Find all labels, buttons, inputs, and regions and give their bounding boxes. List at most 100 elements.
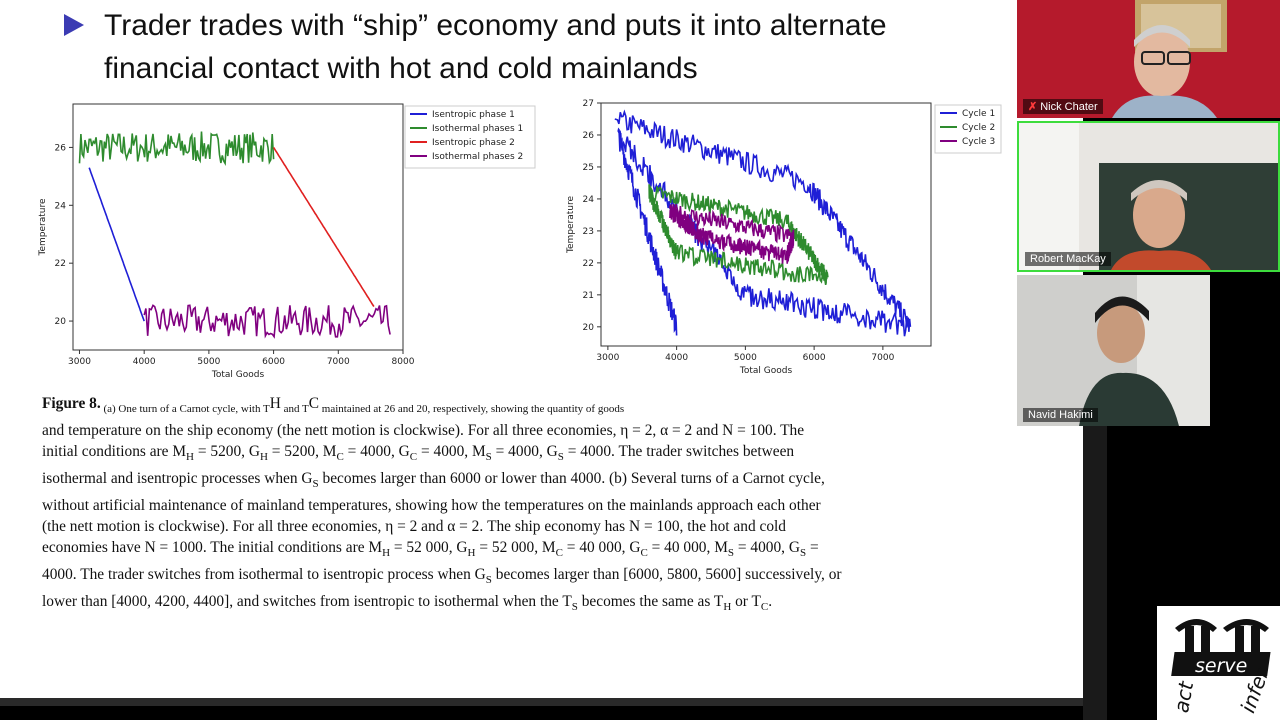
- participant-name: Navid Hakimi: [1028, 409, 1093, 421]
- series-line-2: [78, 131, 275, 166]
- background-strip: [1083, 426, 1107, 720]
- caption-text: H: [269, 395, 281, 412]
- caption-text: C: [308, 395, 320, 412]
- participant-name: Nick Chater: [1040, 101, 1098, 113]
- caption-text: becomes the same as T: [577, 593, 724, 611]
- x-tick-label: 3000: [68, 357, 91, 367]
- x-tick-label: 7000: [871, 353, 894, 363]
- x-tick-label: 7000: [327, 357, 350, 367]
- y-tick-label: 24: [583, 195, 595, 205]
- caption-line: economies have N = 1000. The initial con…: [42, 537, 1042, 564]
- participant-name-label: ✗ Nick Chater: [1023, 99, 1103, 114]
- caption-subscript: S: [557, 451, 564, 464]
- caption-text: = 5200, G: [194, 443, 260, 461]
- caption-subscript: (a) One turn of a Carnot cycle, with T: [100, 403, 270, 416]
- caption-subscript: S: [485, 574, 492, 587]
- caption-text: = 52 000, G: [390, 539, 468, 557]
- x-tick-label: 5000: [197, 357, 220, 367]
- logo-word: serve: [1195, 655, 1247, 677]
- legend-label: Isothermal phases 1: [432, 124, 523, 134]
- slide-title-line: financial contact with hot and cold main…: [104, 52, 698, 85]
- mic-muted-icon: ✗: [1028, 101, 1038, 113]
- caption-text: and temperature on the ship economy (the…: [42, 422, 805, 440]
- caption-text: isothermal and isentropic processes when…: [42, 470, 313, 488]
- caption-text: .: [768, 593, 773, 611]
- series-line-1: [88, 167, 145, 322]
- x-tick-label: 5000: [734, 353, 757, 363]
- x-tick-label: 8000: [392, 357, 415, 367]
- slide-bottom-bar: [0, 698, 1083, 706]
- x-tick-label: 4000: [665, 353, 688, 363]
- legend-label: Isentropic phase 1: [432, 110, 515, 120]
- y-tick-label: 27: [583, 99, 594, 109]
- y-tick-label: 22: [55, 259, 66, 269]
- y-tick-label: 25: [583, 163, 594, 173]
- caption-subscript: S: [727, 547, 735, 560]
- caption-text: becomes larger than 6000 or lower than 4…: [318, 470, 825, 488]
- y-tick-label: 22: [583, 259, 594, 269]
- caption-line: Figure 8. (a) One turn of a Carnot cycle…: [42, 393, 1042, 420]
- participant-name-label: Robert MacKay: [1025, 252, 1111, 266]
- caption-text: = 40 000, G: [562, 539, 641, 557]
- caption-text: without artificial maintenance of mainla…: [42, 497, 821, 515]
- video-tile-robert-mackay[interactable]: Robert MacKay: [1017, 121, 1280, 272]
- x-axis-label: Total Goods: [211, 370, 265, 380]
- legend-box: [404, 105, 536, 169]
- y-tick-label: 21: [583, 291, 594, 301]
- legend-label: Cycle 1: [962, 109, 995, 119]
- series-line-1: [614, 109, 912, 337]
- caption-text: (the nett motion is clockwise). For all …: [42, 518, 786, 536]
- caption-text: = 52 000, M: [475, 539, 556, 557]
- y-axis-label: Temperature: [566, 196, 576, 254]
- series-line-3: [669, 203, 795, 264]
- x-tick-label: 4000: [133, 357, 156, 367]
- chart-a: 3000 4000 5000 6000 7000 8000 20 22 24 26 Total Go…: [38, 103, 536, 380]
- caption-line: without artificial maintenance of mainla…: [42, 495, 1042, 516]
- caption-text: becomes larger than [6000, 5800, 5600] s…: [491, 566, 842, 584]
- chart-b: 3000 4000 5000 6000 7000 20 21 22 23 24 25 26 27 Tota…: [566, 99, 1002, 376]
- y-tick-label: 20: [583, 323, 595, 333]
- caption-subscript: C: [640, 547, 648, 560]
- caption-subscript: C: [409, 451, 418, 464]
- series-line-3: [272, 146, 375, 308]
- video-tile-navid-hakimi[interactable]: Navid Hakimi: [1017, 275, 1210, 426]
- slide-title-line: Trader trades with “ship” economy and pu…: [104, 9, 887, 42]
- caption-subscript: H: [259, 451, 268, 464]
- y-tick-label: 20: [55, 317, 67, 327]
- caption-line: and temperature on the ship economy (the…: [42, 420, 1042, 441]
- caption-line: initial conditions are MH = 5200, GH = 5…: [42, 441, 1042, 468]
- caption-text: = 4000, G: [734, 539, 800, 557]
- y-tick-label: 23: [583, 227, 594, 237]
- participant-name-label: Navid Hakimi: [1023, 408, 1098, 422]
- caption-line: lower than [4000, 4200, 4400], and switc…: [42, 591, 1042, 618]
- caption-subscript: S: [571, 601, 578, 614]
- caption-subscript: and T: [280, 403, 309, 416]
- caption-text: 4000. The trader switches from isotherma…: [42, 566, 486, 584]
- caption-text: or T: [731, 593, 761, 611]
- participant-video: [1019, 123, 1278, 270]
- legend-label: Cycle 3: [962, 137, 995, 147]
- caption-subscript: H: [723, 601, 732, 614]
- caption-text: = 40 000, M: [647, 539, 728, 557]
- caption-subscript: H: [467, 547, 476, 560]
- caption-subscript: S: [799, 547, 807, 560]
- x-axis-label: Total Goods: [739, 366, 793, 376]
- series-line-2: [648, 184, 829, 286]
- caption-line: isothermal and isentropic processes when…: [42, 468, 1042, 495]
- caption-text: economies have N = 1000. The initial con…: [42, 539, 383, 557]
- caption-subscript: C: [336, 451, 344, 464]
- y-axis-label: Temperature: [38, 198, 48, 256]
- legend-label: Isothermal phases 2: [432, 152, 523, 162]
- y-tick-label: 24: [55, 201, 67, 211]
- caption-text: Figure 8.: [42, 395, 101, 412]
- video-tile-nick-chater[interactable]: ✗ Nick Chater: [1017, 0, 1280, 118]
- participant-video: [1017, 0, 1280, 118]
- x-tick-label: 6000: [803, 353, 826, 363]
- presentation-slide: Trader trades with “ship” economy and pu…: [0, 0, 1083, 698]
- caption-text: = 5200, M: [267, 443, 337, 461]
- caption-text: =: [806, 539, 819, 557]
- legend-label: Cycle 2: [962, 123, 995, 133]
- participant-name: Robert MacKay: [1030, 253, 1106, 265]
- caption-text: initial conditions are M: [42, 443, 187, 461]
- caption-text: = 4000. The trader switches between: [563, 443, 795, 461]
